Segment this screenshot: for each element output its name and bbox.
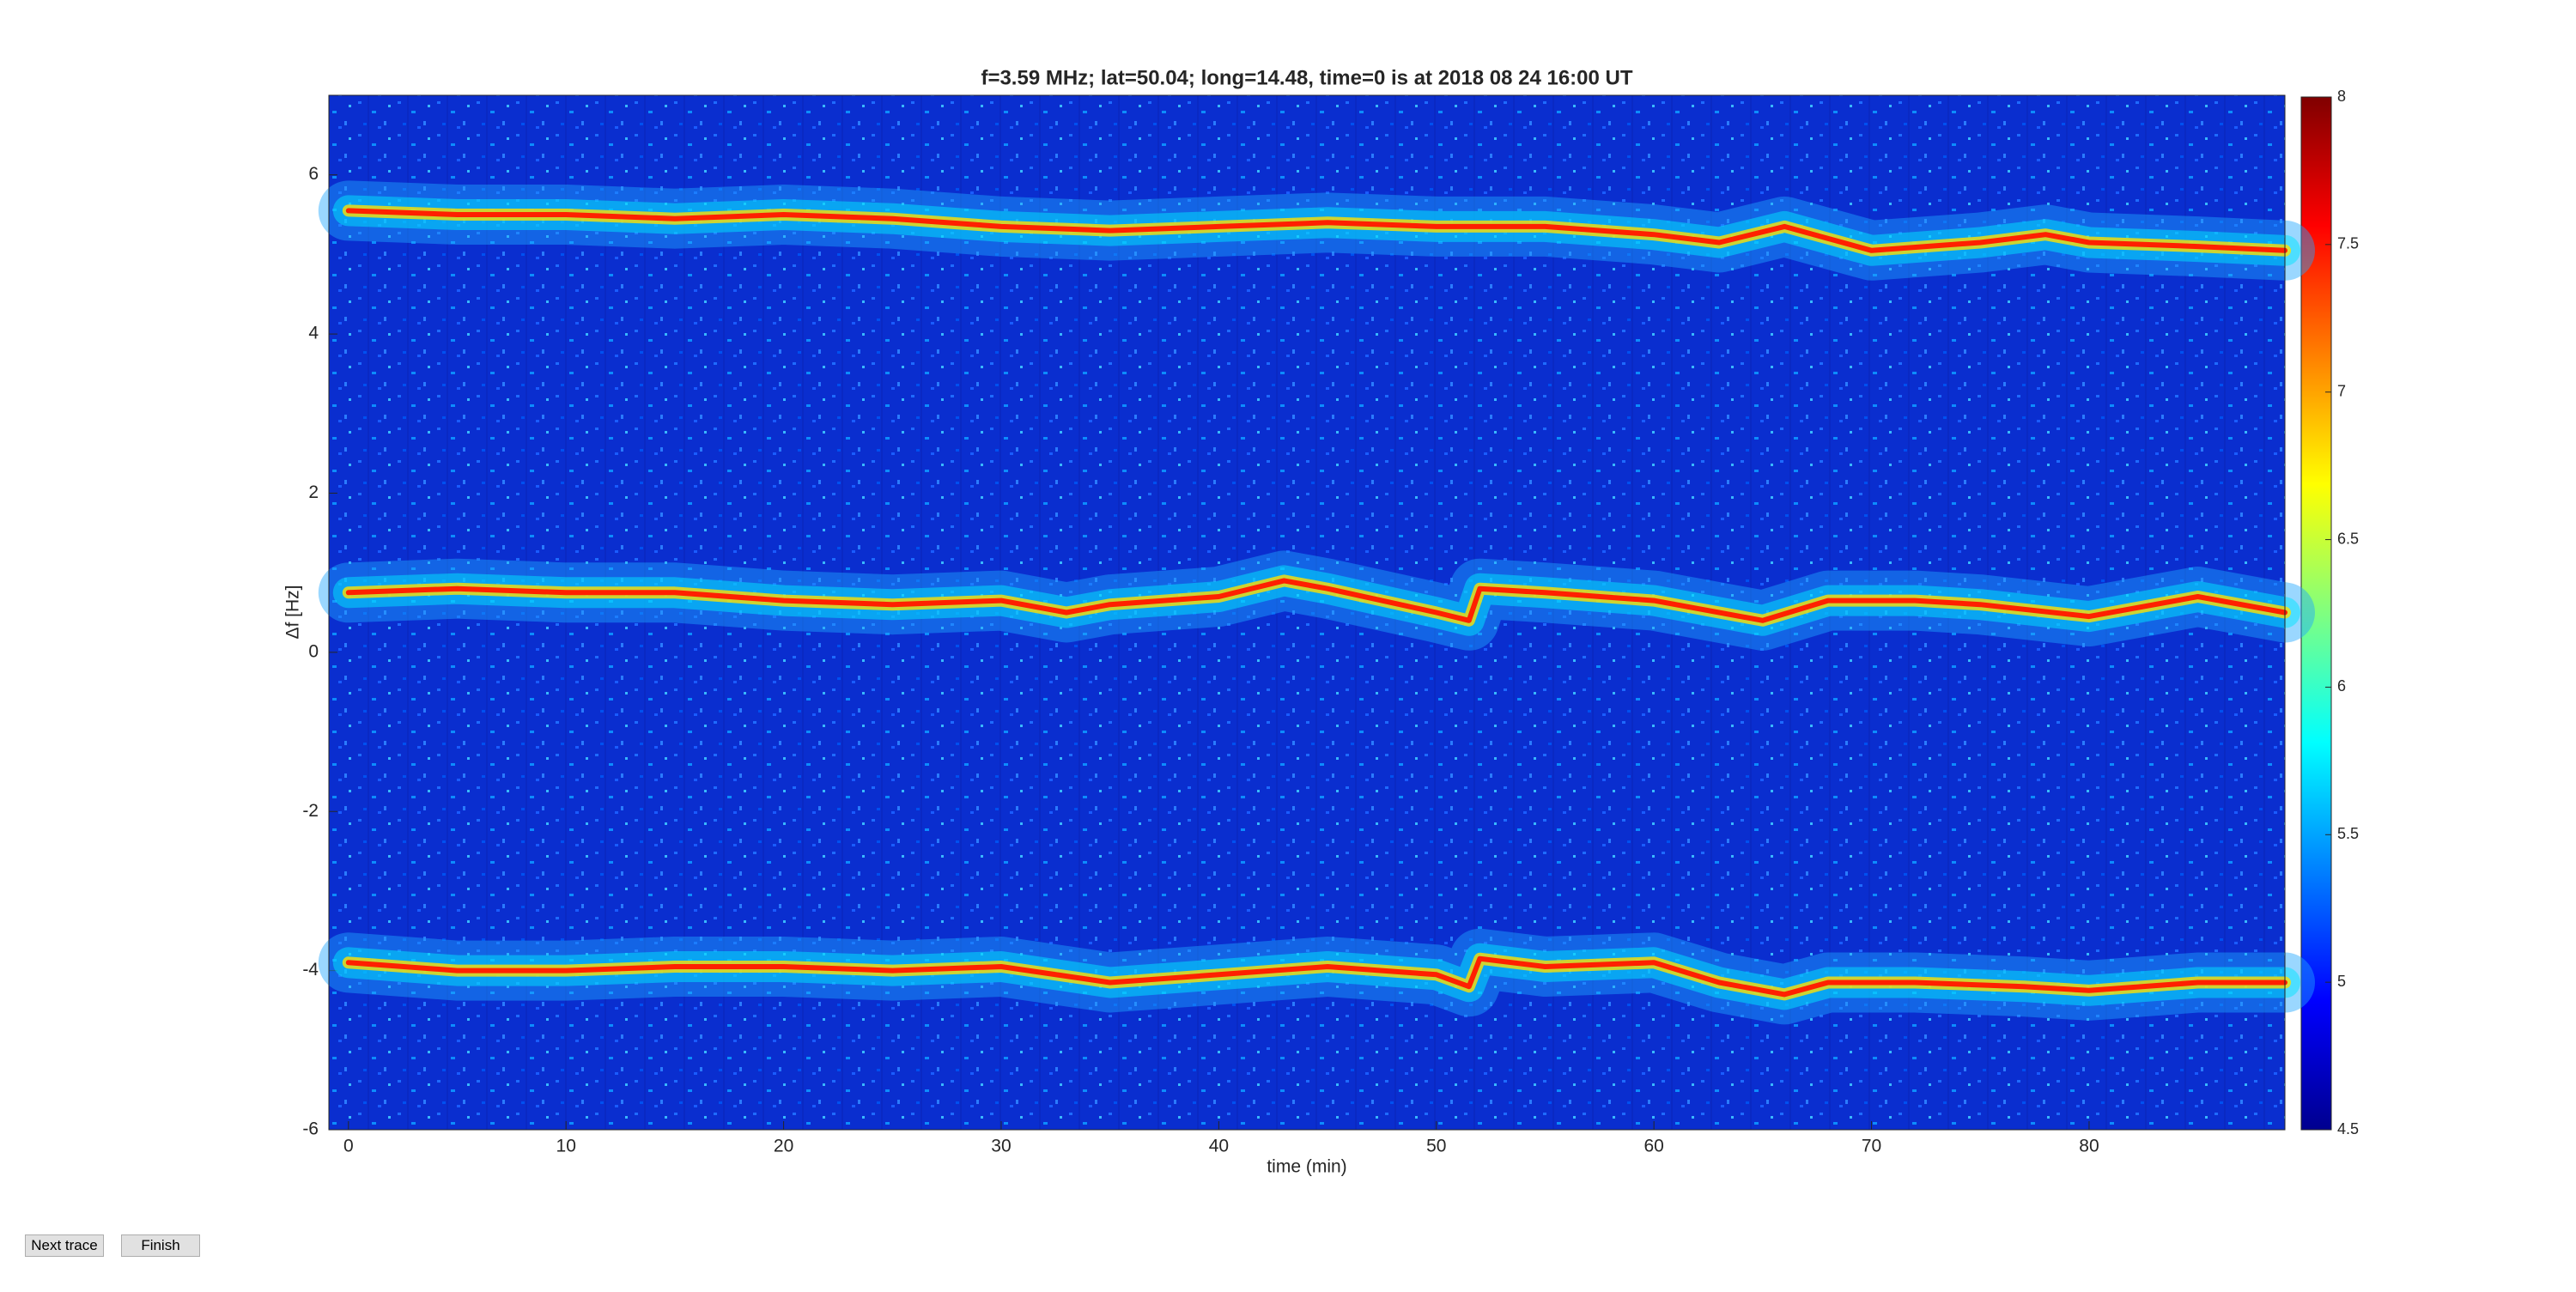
colorbar-tick-label: 4.5 [2337, 1120, 2359, 1137]
x-tick-label: 0 [343, 1137, 354, 1156]
x-tick-label: 20 [774, 1137, 793, 1156]
colorbar-tick-label: 6 [2337, 677, 2346, 695]
y-tick-label: -4 [302, 960, 319, 980]
colorbar-tick-label: 5 [2337, 973, 2346, 990]
trace-line [345, 208, 2287, 253]
colorbar-tick-label: 8 [2337, 88, 2346, 105]
finish-button[interactable]: Finish [121, 1234, 200, 1257]
next-trace-button[interactable]: Next trace [25, 1234, 104, 1257]
y-tick-label: -6 [302, 1119, 319, 1139]
colorbar-tick-label: 6.5 [2337, 530, 2359, 547]
x-tick-label: 50 [1426, 1137, 1446, 1156]
y-tick-label: 0 [308, 641, 319, 661]
chart: f=3.59 MHz; lat=50.04; long=14.48, time=… [283, 66, 2359, 1177]
y-tick-label: 6 [308, 164, 319, 184]
x-tick-label: 40 [1209, 1137, 1229, 1156]
x-axis-label: time (min) [1267, 1157, 1346, 1177]
trace-line [345, 578, 2287, 623]
y-tick-label: -2 [302, 801, 319, 821]
plot-frame [328, 94, 2286, 1131]
colorbar [2300, 96, 2332, 1131]
trace-line [345, 955, 2287, 998]
x-tick-label: 80 [2079, 1137, 2099, 1156]
colorbar-tick-label: 7 [2337, 382, 2346, 399]
colorbar-tick-label: 5.5 [2337, 825, 2359, 842]
y-tick-label: 4 [308, 324, 319, 343]
x-tick-label: 30 [991, 1137, 1011, 1156]
colorbar-tick-label: 7.5 [2337, 235, 2359, 252]
x-tick-label: 10 [556, 1137, 576, 1156]
x-tick-label: 60 [1643, 1137, 1663, 1156]
x-tick-label: 70 [1862, 1137, 1881, 1156]
y-tick-label: 2 [308, 482, 319, 502]
y-axis-label: Δf [Hz] [283, 585, 303, 639]
chart-title: f=3.59 MHz; lat=50.04; long=14.48, time=… [981, 66, 1632, 89]
